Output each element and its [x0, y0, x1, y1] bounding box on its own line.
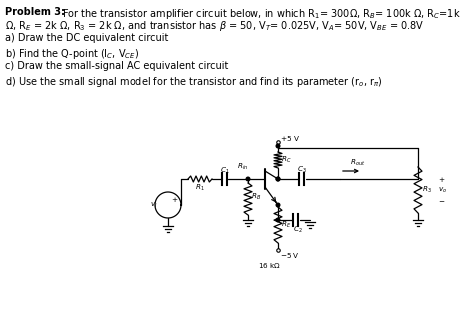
- Text: 16 k$\Omega$: 16 k$\Omega$: [258, 260, 281, 269]
- Text: a) Draw the DC equivalent circuit: a) Draw the DC equivalent circuit: [5, 33, 168, 43]
- Text: For the transistor amplifier circuit below, in which R$_1$= 300$\Omega$, R$_B$= : For the transistor amplifier circuit bel…: [62, 7, 461, 21]
- Text: $\Omega$, R$_E$ = 2k $\Omega$, R$_3$ = 2k $\Omega$, and transistor has $\beta$ =: $\Omega$, R$_E$ = 2k $\Omega$, R$_3$ = 2…: [5, 19, 424, 33]
- Circle shape: [276, 177, 280, 181]
- Circle shape: [246, 177, 250, 181]
- Text: +: +: [171, 197, 177, 203]
- Text: d) Use the small signal model for the transistor and find its parameter (r$_o$, : d) Use the small signal model for the tr…: [5, 75, 383, 89]
- Text: $-5$ V: $-5$ V: [280, 251, 300, 260]
- Text: Problem 3:: Problem 3:: [5, 7, 65, 17]
- Text: $R_B$: $R_B$: [251, 192, 261, 202]
- Text: $R_{out}$: $R_{out}$: [350, 158, 365, 168]
- Text: b) Find the Q-point (I$_C$, V$_{CE}$): b) Find the Q-point (I$_C$, V$_{CE}$): [5, 47, 139, 61]
- Text: $v_o$: $v_o$: [438, 185, 447, 195]
- Text: $C_2$: $C_2$: [293, 225, 303, 235]
- Text: $R_{in}$: $R_{in}$: [237, 162, 248, 172]
- Text: +: +: [438, 177, 444, 183]
- Text: $R_1$: $R_1$: [195, 183, 205, 193]
- Text: $C_1$: $C_1$: [220, 166, 230, 176]
- Circle shape: [276, 177, 280, 181]
- Circle shape: [276, 203, 280, 207]
- Text: $R_3$: $R_3$: [422, 185, 432, 195]
- Text: $R_E$: $R_E$: [281, 220, 291, 230]
- Text: $v_i$: $v_i$: [150, 200, 158, 210]
- Text: +5 V: +5 V: [281, 136, 299, 142]
- Circle shape: [276, 144, 280, 148]
- Text: c) Draw the small-signal AC equivalent circuit: c) Draw the small-signal AC equivalent c…: [5, 61, 228, 71]
- Text: $C_3$: $C_3$: [297, 165, 307, 175]
- Circle shape: [276, 218, 280, 222]
- Text: $R_C$: $R_C$: [281, 155, 292, 165]
- Text: $-$: $-$: [438, 197, 445, 203]
